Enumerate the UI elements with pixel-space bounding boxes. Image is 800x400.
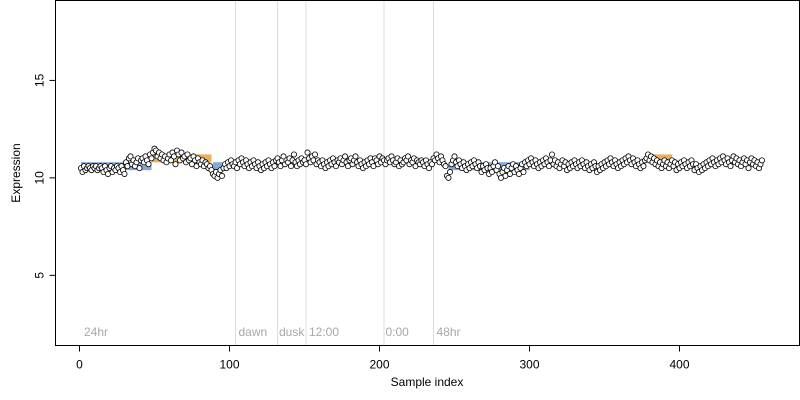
data-point [178, 149, 185, 156]
annotation-label: 12:00 [309, 325, 339, 339]
data-point [121, 170, 128, 177]
vertical-reference-lines [235, 0, 434, 346]
annotations: 24hr dawn dusk 12:00 0:00 48hr [84, 325, 461, 339]
segment-bar [649, 154, 672, 163]
data-point [127, 153, 134, 160]
annotation-label: 24hr [84, 325, 108, 339]
data-point [446, 169, 453, 176]
data-point [167, 157, 174, 164]
plot-frame [55, 0, 800, 346]
data-point [304, 149, 311, 156]
y-tick-label: 10 [33, 171, 47, 185]
data-point [148, 155, 155, 162]
data-point [136, 165, 143, 172]
annotation-label: 48hr [437, 325, 461, 339]
x-tick-label: 100 [219, 358, 239, 372]
y-tick-label: 5 [33, 272, 47, 279]
x-axis-label: Sample index [391, 375, 464, 389]
data-point [451, 153, 458, 160]
data-point [218, 172, 225, 179]
data-point [445, 174, 452, 181]
data-point [184, 151, 191, 158]
x-tick-label: 400 [669, 358, 689, 372]
y-axis-label: Expression [9, 143, 23, 202]
data-point [549, 151, 556, 158]
x-tick-label: 300 [519, 358, 539, 372]
data-point [233, 165, 240, 172]
data-point [280, 153, 287, 160]
data-point [290, 151, 297, 158]
data-point [352, 153, 359, 160]
data-point [172, 161, 179, 168]
x-axis: 0 100 200 300 400 [76, 345, 690, 372]
data-point [287, 163, 294, 170]
annotation-label: 0:00 [386, 325, 410, 339]
data-point [745, 165, 752, 172]
annotation-label: dawn [239, 325, 268, 339]
segment-bar [213, 162, 222, 171]
annotation-label: dusk [279, 325, 305, 339]
data-point [640, 163, 647, 170]
x-tick-label: 200 [369, 358, 389, 372]
x-tick-label: 0 [76, 358, 83, 372]
data-point [271, 163, 278, 170]
data-point [404, 153, 411, 160]
y-tick-label: 15 [33, 73, 47, 87]
y-axis: 5 10 15 [33, 73, 56, 279]
data-point [494, 163, 501, 170]
data-point [145, 161, 152, 168]
data-point [428, 161, 435, 168]
data-point [759, 157, 766, 164]
data-point [727, 163, 734, 170]
data-points [78, 145, 766, 181]
data-point [311, 151, 318, 158]
data-point [520, 169, 527, 176]
data-point [425, 165, 432, 172]
data-point [442, 163, 449, 170]
data-point [341, 153, 348, 160]
data-point [332, 163, 339, 170]
data-point [491, 159, 498, 166]
